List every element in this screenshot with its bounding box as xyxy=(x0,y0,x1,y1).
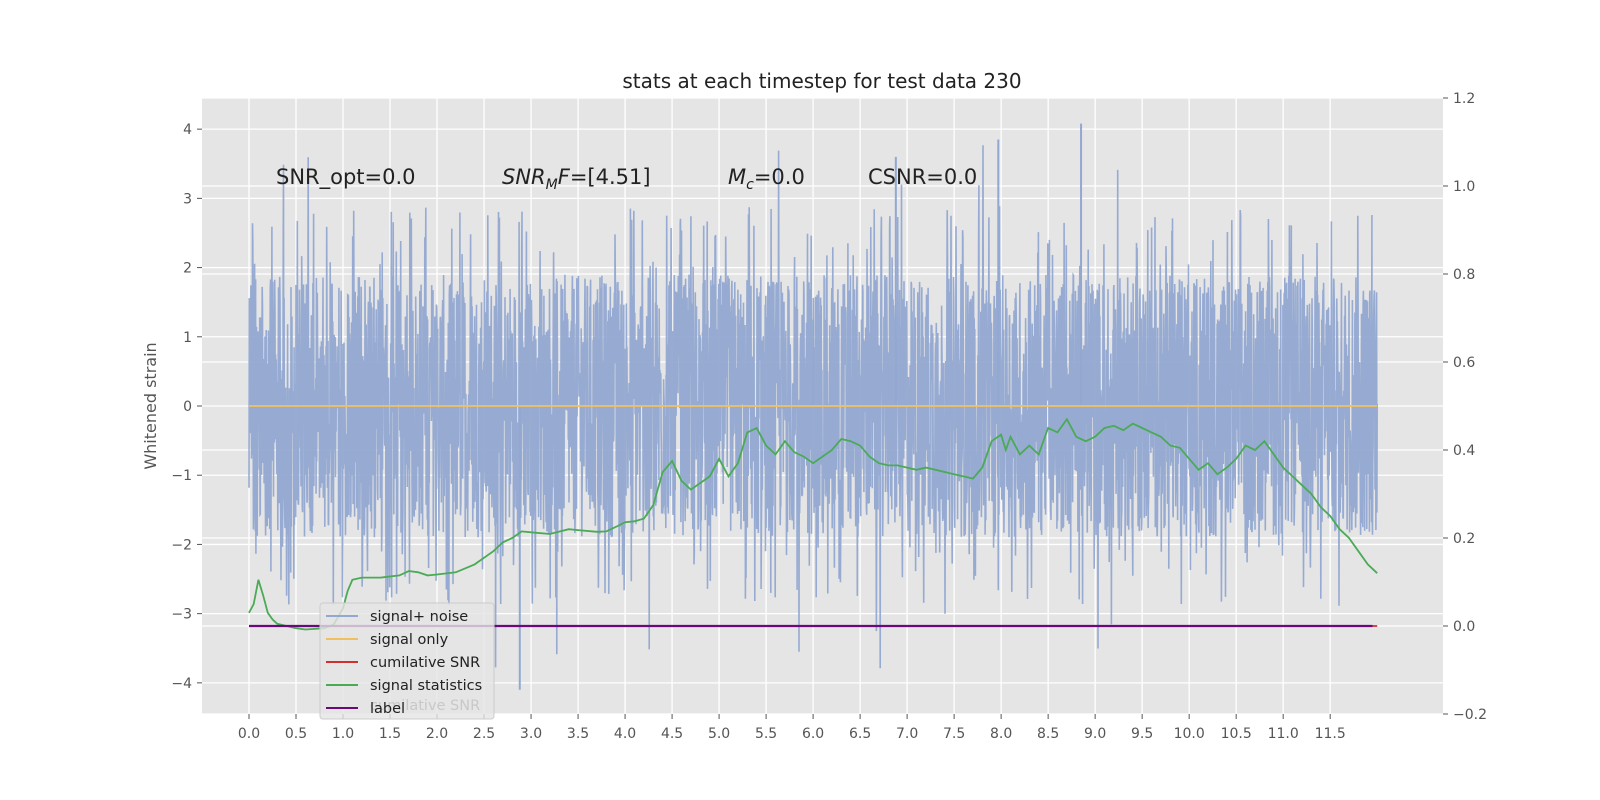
legend-label: signal only xyxy=(370,632,449,648)
x-tick-label: 9.5 xyxy=(1131,726,1153,742)
axis-ticks: 0.0 0.5 1.0 1.5 2.0 2.5 3.0 3.5 4.0 4.5 5.0 5.5 6.0 6… xyxy=(171,91,1487,742)
x-tick-label: 6.0 xyxy=(802,726,824,742)
x-tick-label: 3.5 xyxy=(567,726,589,742)
x-tick-label: 9.0 xyxy=(1084,726,1106,742)
x-tick-label: 2.0 xyxy=(426,726,448,742)
mc-annotation: Mc=0.0 xyxy=(728,165,805,193)
x-tick-label: 10.0 xyxy=(1174,726,1205,742)
legend-box xyxy=(319,602,495,720)
mc-prefix: M xyxy=(728,165,746,189)
x-tick-label: 2.5 xyxy=(473,726,495,742)
signal-statistics-line xyxy=(248,417,1378,631)
x-tick-label: 1.0 xyxy=(332,726,354,742)
mc-sub: c xyxy=(746,177,754,193)
snr-mf-f: F xyxy=(558,165,571,189)
x-tick-label: 3.0 xyxy=(520,726,542,742)
x-tick-label: 4.5 xyxy=(661,726,683,742)
y2-tick-label: 1.2 xyxy=(1453,91,1475,107)
legend-ghost-text: cumilative SNR xyxy=(370,698,480,714)
snr-mf-suffix: F xyxy=(558,165,571,189)
x-tick-label: 4.0 xyxy=(614,726,636,742)
y-tick-label: −4 xyxy=(171,676,192,692)
y2-tick-label: 0.4 xyxy=(1453,443,1475,459)
mc-suffix: =0.0 xyxy=(754,165,805,189)
legend-label: signal+ noise xyxy=(370,609,468,625)
x-tick-label: 7.0 xyxy=(896,726,918,742)
y-tick-label: 2 xyxy=(183,261,192,277)
x-tick-label: 0.0 xyxy=(238,726,260,742)
legend: cumilative SNR signal+ noise signal only c… xyxy=(319,602,495,720)
snr-mf-prefix: SNR xyxy=(502,165,546,189)
y2-tick-label: 0.0 xyxy=(1453,619,1475,635)
y2-tick-label: 0.2 xyxy=(1453,531,1475,547)
y-tick-label: 1 xyxy=(183,330,192,346)
snr-mf-rest: =[4.51] xyxy=(570,165,651,189)
x-tick-label: 10.5 xyxy=(1221,726,1252,742)
snr-mf-sub: M xyxy=(546,177,558,193)
y-tick-label: −2 xyxy=(171,537,192,553)
x-tick-label: 6.5 xyxy=(849,726,871,742)
x-tick-label: 1.5 xyxy=(379,726,401,742)
y-axis-title: Whitened strain xyxy=(141,342,160,469)
legend-label: signal statistics xyxy=(370,678,482,694)
x-tick-label: 7.5 xyxy=(943,726,965,742)
x-tick-label: 8.0 xyxy=(990,726,1012,742)
chart-title: stats at each timestep for test data 230 xyxy=(622,69,1021,93)
x-tick-label: 11.0 xyxy=(1268,726,1299,742)
x-tick-label: 5.5 xyxy=(755,726,777,742)
y2-tick-label: −0.2 xyxy=(1453,707,1487,723)
signal-noise-series xyxy=(248,123,1378,690)
legend-label: cumilative SNR xyxy=(370,655,480,671)
snr-mf-annotation: SNRMF=[4.51] xyxy=(502,165,651,193)
y-tick-label: −3 xyxy=(171,607,192,623)
csnr-annotation: CSNR=0.0 xyxy=(868,165,977,189)
legend-items: signal+ noise signal only cumilative SNR si… xyxy=(326,609,482,717)
y2-tick-label: 0.6 xyxy=(1453,355,1475,371)
x-tick-label: 0.5 xyxy=(285,726,307,742)
y-tick-label: 4 xyxy=(183,122,192,138)
y2-tick-label: 0.8 xyxy=(1453,267,1475,283)
x-tick-label: 8.5 xyxy=(1037,726,1059,742)
legend-label: label xyxy=(370,701,405,717)
y-tick-label: −1 xyxy=(171,468,192,484)
x-tick-label: 5.0 xyxy=(708,726,730,742)
y-tick-label: 0 xyxy=(183,399,192,415)
y2-tick-label: 1.0 xyxy=(1453,179,1475,195)
y-tick-label: 3 xyxy=(183,191,192,207)
x-tick-label: 11.5 xyxy=(1315,726,1346,742)
snr-opt-annotation: SNR_opt=0.0 xyxy=(276,165,416,190)
